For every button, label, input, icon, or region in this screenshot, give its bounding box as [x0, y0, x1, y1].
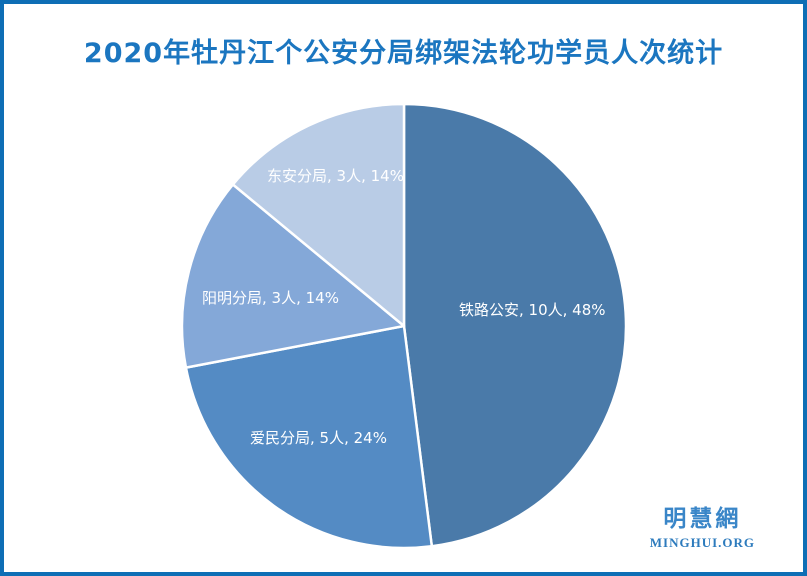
pie-slice-2: [180, 183, 406, 369]
pie-slice-label-1: 爱民分局, 5人, 24%: [250, 429, 387, 447]
pie-slice-1: [184, 324, 434, 550]
minghui-logo: 明慧網 MINGHUI.ORG: [650, 507, 755, 550]
pie-slice-3: [231, 102, 406, 328]
pie-chart: 铁路公安, 10人, 48% 爱民分局, 5人, 24% 阳明分局, 3人, 14%…: [180, 102, 628, 550]
pie-slice-label-2: 阳明分局, 3人, 14%: [202, 289, 339, 307]
chart-title: 2020年牡丹江个公安分局绑架法轮功学员人次统计: [83, 38, 724, 69]
pie-slice-label-0: 铁路公安, 10人, 48%: [459, 301, 606, 319]
pie-slice-0: [402, 102, 628, 548]
pie-slice-label-3: 东安分局, 3人, 14%: [267, 167, 404, 185]
logo-url-text: MINGHUI.ORG: [649, 534, 755, 550]
logo-chinese-text: 明慧網: [663, 506, 742, 533]
